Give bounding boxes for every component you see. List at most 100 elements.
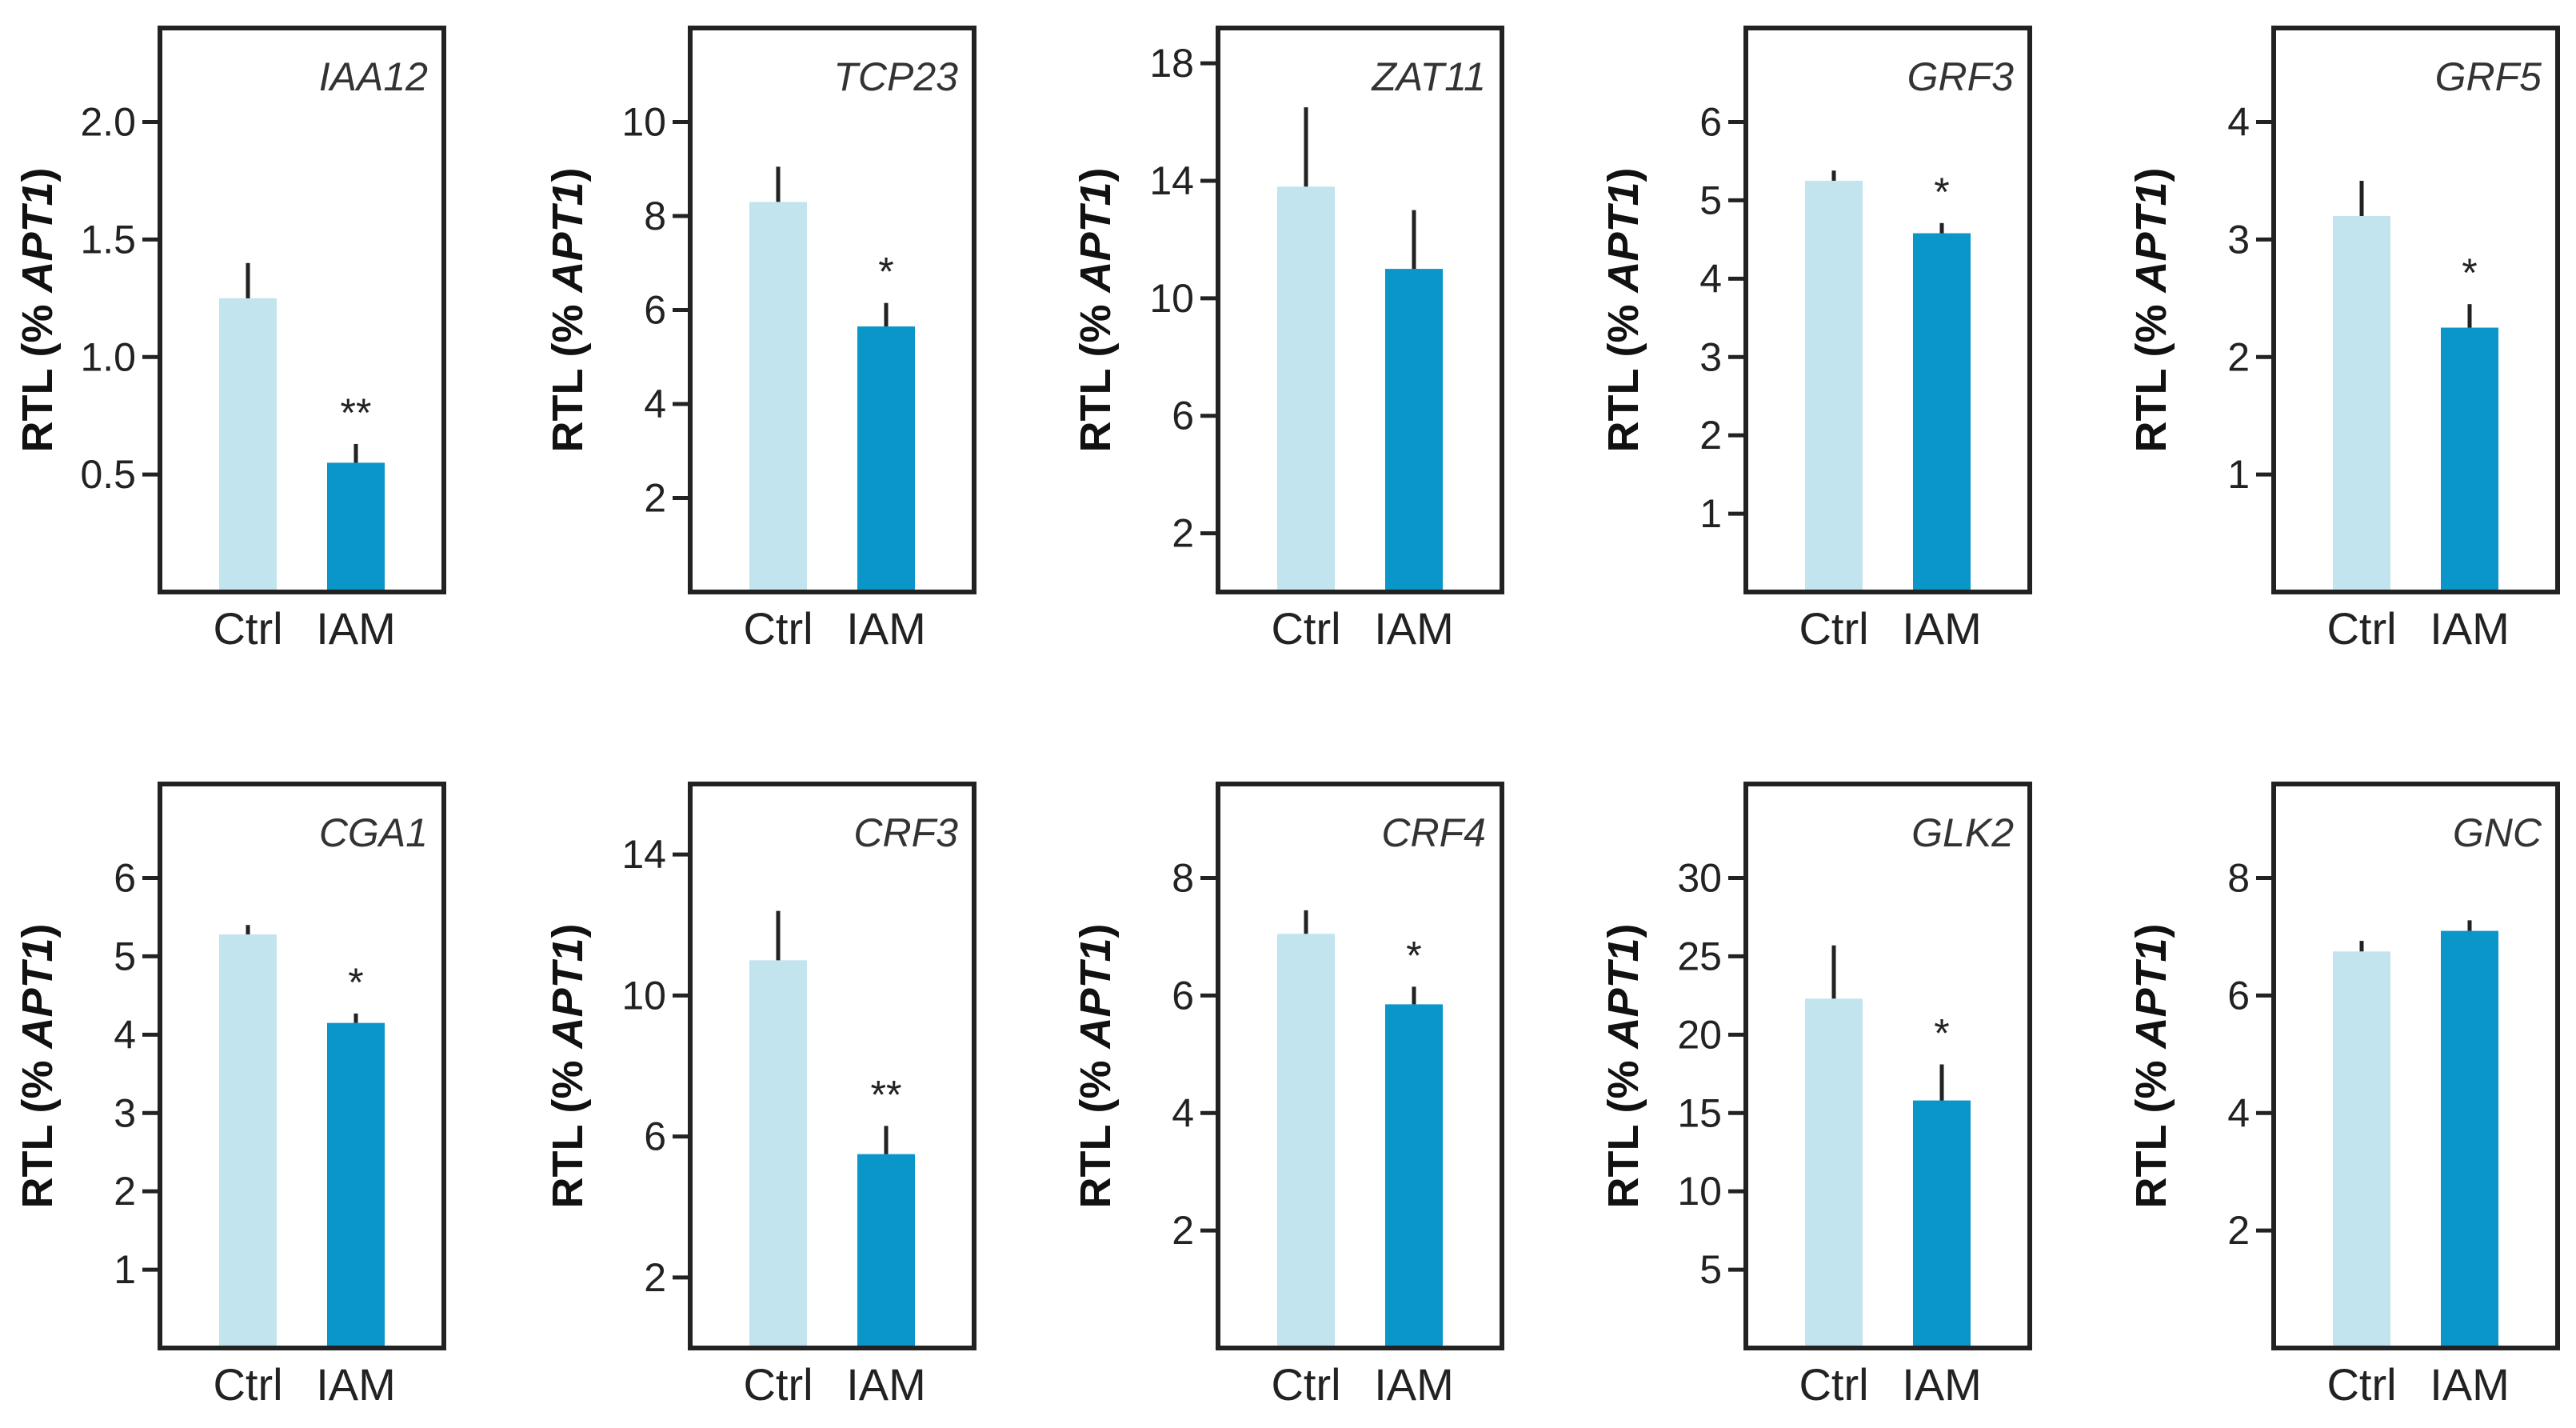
x-label-iam: IAM	[1902, 603, 1982, 654]
axes-frame	[1743, 26, 2032, 594]
y-tick-label: 20	[1677, 1012, 1722, 1057]
gene-title: GRF5	[2435, 54, 2542, 99]
x-label-iam: IAM	[1374, 603, 1454, 654]
y-axis-label-gene: APT1	[14, 938, 62, 1050]
y-tick-label: 1	[2227, 452, 2250, 497]
significance-marker: *	[1934, 170, 1949, 214]
gene-title: IAA12	[319, 54, 428, 99]
y-tick-label: 1.0	[80, 334, 136, 379]
y-axis-label-gene: APT1	[544, 938, 592, 1050]
axes-frame	[158, 782, 446, 1350]
gene-title: GLK2	[1911, 810, 2014, 855]
y-tick-label: 6	[1699, 100, 1722, 145]
y-axis-label: RTL (% APT1)	[1600, 923, 1647, 1208]
y-tick-label: 10	[621, 100, 666, 145]
gene-title: GRF3	[1907, 54, 2015, 99]
y-tick-label: 3	[114, 1090, 136, 1135]
chart-panel-grf3: * 1 2 3 4 5 6 Ctrl IAM GRF3 RTL (% APT1)	[1600, 26, 2032, 654]
axes-frame	[1216, 782, 1504, 1350]
chart-panel-iaa12: ** 0.5 1.0 1.5 2.0 Ctrl IAM IAA12 RTL (% APT1)	[14, 26, 446, 654]
bar-iam	[1385, 1004, 1443, 1348]
y-tick-label: 18	[1149, 41, 1194, 86]
y-axis-label-prefix: RTL (%	[14, 1049, 62, 1209]
y-tick-label: 8	[644, 194, 666, 238]
y-axis-label-suffix: )	[1600, 923, 1647, 938]
y-tick-label: 3	[2227, 217, 2250, 262]
y-tick-label: 6	[114, 856, 136, 901]
y-tick-label: 5	[1699, 1247, 1722, 1292]
y-axis-label-prefix: RTL (%	[1600, 1049, 1647, 1209]
bar-ctrl	[1805, 180, 1863, 592]
x-label-ctrl: Ctrl	[743, 603, 813, 654]
y-axis-label-suffix: )	[14, 167, 62, 182]
y-axis-label-gene: APT1	[1600, 938, 1647, 1050]
y-tick-label: 2	[644, 1255, 666, 1300]
chart-panel-grf5: * 1 2 3 4 Ctrl IAM GRF5 RTL (% APT1)	[2127, 26, 2560, 654]
significance-marker: **	[341, 390, 372, 435]
significance-marker: *	[1934, 1011, 1949, 1056]
y-axis-label-gene: APT1	[2127, 938, 2175, 1050]
y-axis-label-prefix: RTL (%	[2127, 1049, 2175, 1209]
y-axis-label: RTL (% APT1)	[1072, 167, 1120, 452]
bar-ctrl	[1277, 186, 1335, 592]
y-tick-label: 5	[1699, 178, 1722, 222]
bar-iam	[327, 462, 385, 592]
y-axis-label-prefix: RTL (%	[544, 1049, 592, 1209]
y-tick-label: 2.0	[80, 100, 136, 145]
y-tick-label: 2	[2227, 1208, 2250, 1253]
axes-frame	[688, 26, 976, 594]
y-axis-label-gene: APT1	[1072, 938, 1120, 1050]
y-tick-label: 4	[2227, 1090, 2250, 1135]
gene-title: GNC	[2453, 810, 2542, 855]
y-axis-label-suffix: )	[1072, 923, 1120, 938]
chart-panel-tcp23: * 2 4 6 8 10 Ctrl IAM TCP23 RTL (% APT1)	[544, 26, 976, 654]
y-tick-label: 30	[1677, 856, 1722, 901]
x-label-ctrl: Ctrl	[1271, 603, 1340, 654]
y-tick-label: 1	[114, 1247, 136, 1292]
y-tick-label: 8	[1172, 856, 1194, 901]
x-label-ctrl: Ctrl	[2326, 603, 2396, 654]
y-tick-label: 15	[1677, 1090, 1722, 1135]
y-tick-label: 4	[1172, 1090, 1194, 1135]
axes-frame	[1216, 26, 1504, 594]
y-tick-label: 3	[1699, 334, 1722, 379]
bar-iam	[2441, 327, 2498, 592]
bar-ctrl	[1805, 998, 1863, 1348]
bar-iam	[857, 326, 915, 592]
x-label-ctrl: Ctrl	[2326, 1359, 2396, 1410]
y-tick-label: 2	[1172, 1208, 1194, 1253]
y-tick-label: 4	[644, 382, 666, 426]
y-axis-label-gene: APT1	[2127, 182, 2175, 294]
bar-iam	[1385, 269, 1443, 592]
y-tick-label: 2	[2227, 334, 2250, 379]
y-tick-label: 14	[1149, 158, 1194, 203]
y-tick-label: 1	[1699, 491, 1722, 536]
bar-ctrl	[749, 202, 807, 592]
chart-panel-crf4: * 2 4 6 8 Ctrl IAM CRF4 RTL (% APT1)	[1072, 782, 1504, 1410]
bar-ctrl	[2333, 951, 2390, 1348]
y-tick-label: 6	[1172, 973, 1194, 1018]
y-tick-label: 6	[644, 288, 666, 333]
bar-iam	[857, 1154, 915, 1348]
y-axis-label: RTL (% APT1)	[2127, 167, 2175, 452]
x-label-iam: IAM	[2430, 1359, 2510, 1410]
bar-ctrl	[1277, 934, 1335, 1348]
chart-panel-crf3: ** 2 6 10 14 Ctrl IAM CRF3 RTL (% APT1)	[544, 782, 976, 1410]
bar-iam	[2441, 930, 2498, 1348]
y-axis-label-gene: APT1	[14, 182, 62, 294]
y-tick-label: 4	[2227, 100, 2250, 145]
y-tick-label: 25	[1677, 934, 1722, 978]
chart-panel-zat11: 2 6 10 14 18 Ctrl IAM ZAT11 RTL (% APT1)	[1072, 26, 1504, 654]
x-label-iam: IAM	[846, 1359, 926, 1410]
significance-marker: **	[871, 1072, 902, 1117]
x-label-iam: IAM	[316, 1359, 396, 1410]
y-tick-label: 2	[644, 476, 666, 521]
bar-ctrl	[219, 298, 277, 592]
gene-title: ZAT11	[1371, 54, 1486, 99]
significance-marker: *	[2462, 250, 2477, 295]
bar-iam	[1913, 233, 1971, 592]
bar-iam	[327, 1022, 385, 1348]
y-tick-label: 10	[1149, 276, 1194, 321]
y-axis-label-prefix: RTL (%	[1072, 293, 1120, 453]
y-axis-label-suffix: )	[544, 167, 592, 182]
